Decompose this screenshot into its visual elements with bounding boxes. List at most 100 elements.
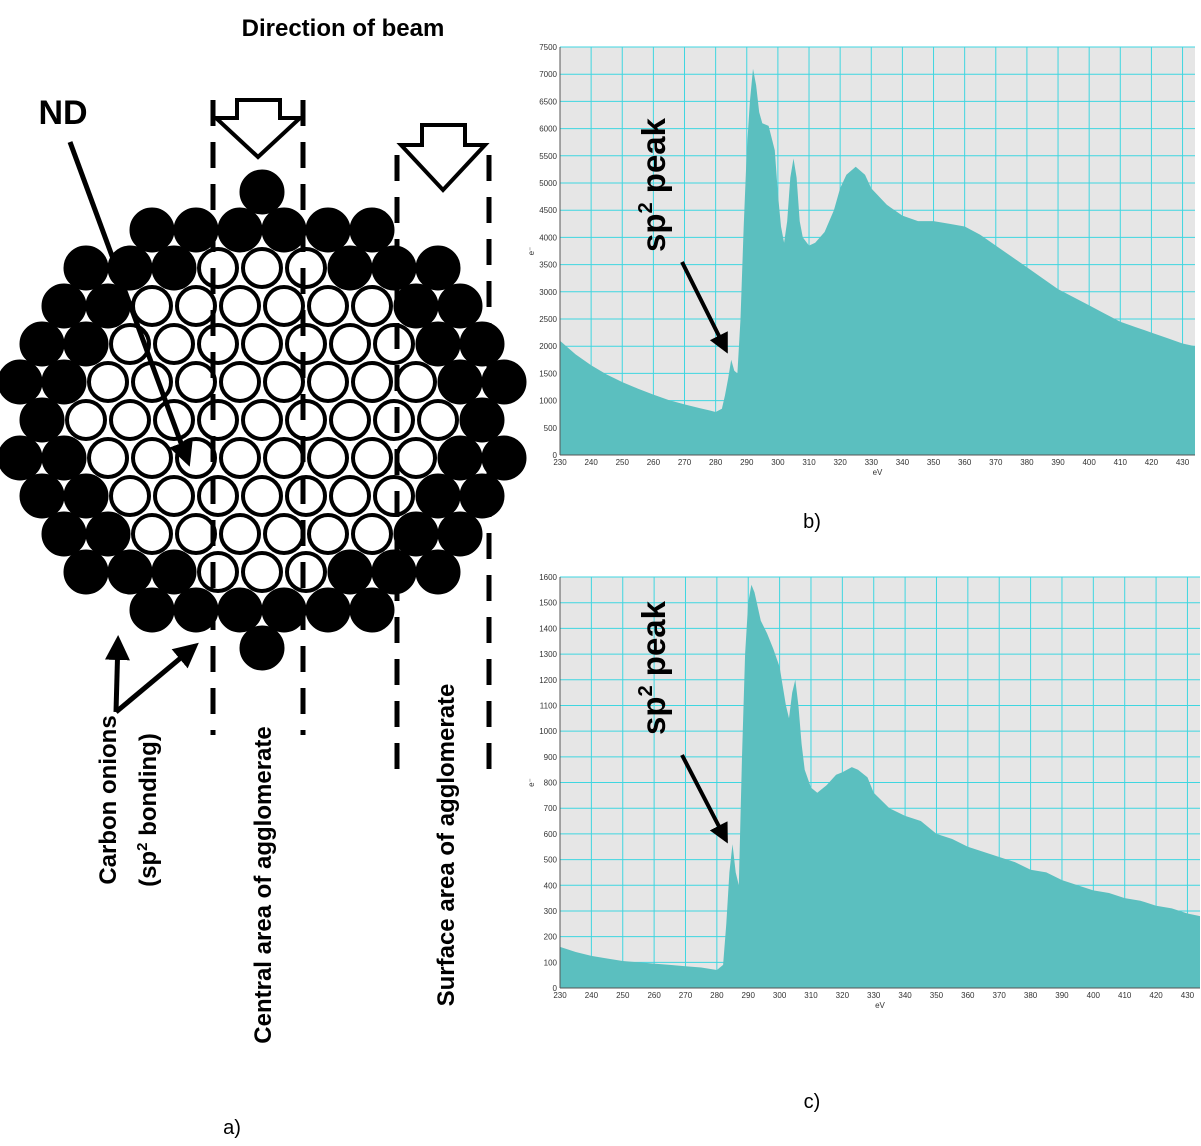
nd-circle (375, 401, 413, 439)
nd-circle (243, 477, 281, 515)
y-tick-label: 6000 (539, 125, 557, 134)
x-tick-label: 380 (1024, 991, 1038, 1000)
x-tick-label: 310 (804, 991, 818, 1000)
y-tick-label: 2000 (539, 342, 557, 351)
onion-label: Carbon onions (95, 715, 122, 884)
y-tick-label: 7500 (539, 43, 557, 52)
nd-circle (353, 363, 391, 401)
nd-circle (265, 439, 303, 477)
nd-circle (419, 401, 457, 439)
onion-circle (416, 550, 460, 594)
nd-label: ND (38, 94, 87, 132)
x-tick-label: 330 (867, 991, 881, 1000)
nd-circle (309, 363, 347, 401)
x-tick-label: 360 (961, 991, 975, 1000)
nd-circle (243, 553, 281, 591)
figure: Direction of beam ND Carbon onions (sp2 … (0, 0, 1201, 1146)
nd-circle (177, 515, 215, 553)
beam-arrow (401, 125, 485, 190)
y-tick-label: 1000 (539, 727, 557, 736)
nd-circle (111, 401, 149, 439)
y-axis-label: e⁻ (527, 247, 536, 256)
x-tick-label: 410 (1114, 458, 1128, 467)
nd-circle (353, 439, 391, 477)
y-tick-label: 4500 (539, 206, 557, 215)
onion-circle (328, 550, 372, 594)
nd-circle (89, 439, 127, 477)
onion-circle (240, 626, 284, 670)
onion-circle (438, 512, 482, 556)
nd-circle (221, 515, 259, 553)
x-tick-label: 360 (958, 458, 972, 467)
beam-arrow (216, 100, 300, 157)
nd-circle (287, 249, 325, 287)
onion-circle (152, 550, 196, 594)
y-tick-label: 800 (544, 779, 558, 788)
nd-circle (199, 477, 237, 515)
onion-circle (0, 360, 42, 404)
spectrum-chart: 2302402502602702802903003103203303403503… (527, 573, 1200, 1113)
spectrum-chart: 2302402502602702802903003103203303403503… (527, 43, 1195, 533)
x-tick-label: 430 (1176, 458, 1190, 467)
onion-circle (64, 474, 108, 518)
x-tick-label: 370 (989, 458, 1003, 467)
x-tick-label: 350 (927, 458, 941, 467)
onion-circle (262, 208, 306, 252)
peak-annotation: sp2 peak (635, 600, 672, 735)
y-tick-label: 600 (544, 830, 558, 839)
nd-circle (265, 287, 303, 325)
onion-arrow (116, 640, 118, 712)
annotation-part: sp (635, 214, 672, 253)
onion-circle (218, 208, 262, 252)
y-tick-label: 1500 (539, 369, 557, 378)
nd-circle (353, 287, 391, 325)
x-tick-label: 250 (616, 991, 630, 1000)
nd-circle (309, 439, 347, 477)
x-tick-label: 260 (647, 458, 661, 467)
x-tick-label: 280 (709, 458, 723, 467)
y-tick-label: 5000 (539, 179, 557, 188)
onion-circle (394, 512, 438, 556)
onion-circle (394, 284, 438, 328)
onion-circle (438, 360, 482, 404)
onion-circle (350, 588, 394, 632)
x-tick-label: 280 (710, 991, 724, 1000)
annotation-part: sp (635, 697, 672, 736)
y-tick-label: 400 (544, 881, 558, 890)
onion-circle (372, 550, 416, 594)
nd-circle (331, 477, 369, 515)
x-tick-label: 240 (584, 458, 598, 467)
annotation-superscript: 2 (635, 685, 657, 696)
agglomerate (0, 170, 526, 670)
nd-circle (265, 363, 303, 401)
y-tick-label: 2500 (539, 315, 557, 324)
onion-circle (42, 436, 86, 480)
y-tick-label: 0 (553, 984, 558, 993)
onion-circle (20, 398, 64, 442)
y-tick-label: 1500 (539, 599, 557, 608)
nd-circle (331, 325, 369, 363)
onion-circle (20, 474, 64, 518)
y-tick-label: 700 (544, 804, 558, 813)
label-part: bonding) (135, 733, 162, 842)
x-tick-label: 310 (802, 458, 816, 467)
onion-circle (64, 322, 108, 366)
onion-circle (130, 208, 174, 252)
nd-circle (133, 515, 171, 553)
onion-circle (130, 588, 174, 632)
onion-circle (306, 588, 350, 632)
nd-circle (397, 363, 435, 401)
x-tick-label: 290 (742, 991, 756, 1000)
onion-circle (218, 588, 262, 632)
y-tick-label: 900 (544, 753, 558, 762)
x-tick-label: 410 (1118, 991, 1132, 1000)
nd-circle (287, 325, 325, 363)
nd-circle (287, 401, 325, 439)
onion-circle (460, 474, 504, 518)
y-tick-label: 500 (544, 856, 558, 865)
onion-circle (416, 474, 460, 518)
nd-circle (177, 363, 215, 401)
peak-annotation: sp2 peak (635, 117, 672, 252)
nd-circle (199, 325, 237, 363)
